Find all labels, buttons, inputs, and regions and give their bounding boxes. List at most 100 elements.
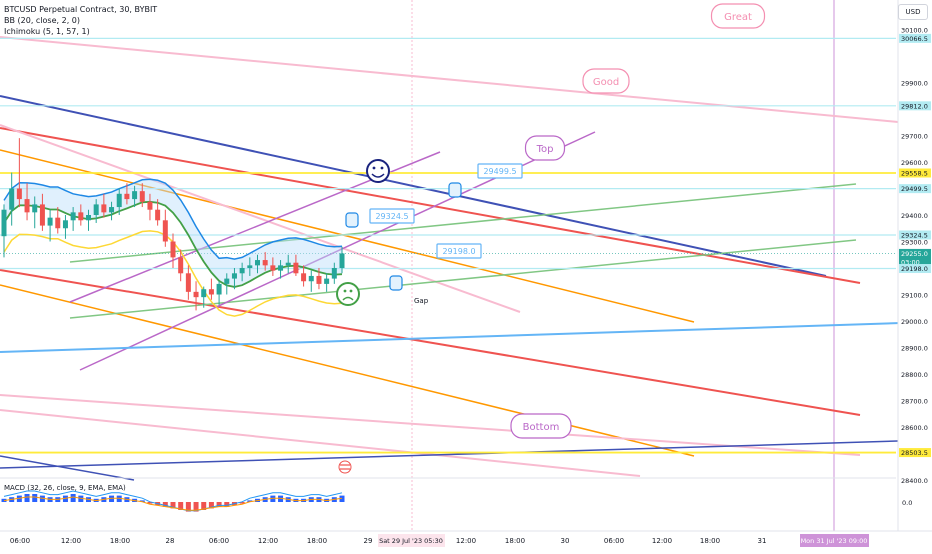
price-tag: 29255.003:00: [899, 248, 931, 267]
trendline: [0, 439, 932, 469]
time-highlight-bg: [800, 534, 869, 547]
macd-bar: [147, 502, 153, 504]
candle-body: [93, 204, 99, 215]
ichimoku-indicator-label[interactable]: Ichimoku (5, 1, 57, 1): [4, 27, 90, 36]
time-tick-label: 31: [758, 537, 767, 545]
trendline: [0, 321, 932, 353]
macd-bar: [224, 502, 230, 507]
candle-body: [208, 289, 214, 295]
trendline: [0, 127, 861, 284]
price-tag: 29198.0: [899, 264, 931, 274]
candle-body: [324, 278, 330, 284]
macd-bar: [70, 494, 76, 502]
macd-bar: [178, 502, 184, 510]
candle-body: [101, 204, 107, 213]
candle-body: [255, 260, 260, 266]
trendline: [0, 124, 521, 313]
trendline: [0, 394, 861, 456]
candle-body: [162, 220, 168, 242]
trendline: [0, 36, 899, 123]
candle-body: [9, 188, 15, 210]
price-tick-label: 28700.0: [901, 398, 928, 406]
pointing-hand-icon: [389, 275, 403, 291]
bollinger-basis: [3, 200, 343, 288]
candle-body: [124, 193, 130, 200]
trendline: [0, 149, 695, 323]
price-tag-bg: [899, 248, 931, 267]
annotation-callout: Great: [710, 3, 766, 29]
annotation-text: Great: [724, 12, 752, 23]
trendline: [69, 239, 857, 319]
price-tag-text: 29324.5: [901, 232, 928, 240]
currency-button[interactable]: USD: [898, 4, 928, 20]
price-tag: 29812.0: [899, 101, 931, 111]
candle-body: [62, 220, 68, 229]
candle-body: [109, 207, 115, 213]
symbol-title[interactable]: BTCUSD Perpetual Contract, 30, BYBIT: [4, 5, 158, 14]
macd-bar: [247, 500, 253, 502]
candle-body: [55, 217, 61, 229]
annotation-callout: Bottom: [510, 413, 572, 439]
price-tick-label: 29000.0: [901, 318, 928, 326]
candle-body: [1, 209, 7, 237]
time-tick-label: 12:00: [61, 537, 81, 545]
trendline: [0, 284, 695, 457]
pointing-hand-icon: [389, 275, 403, 291]
time-tick-label: 30: [561, 537, 570, 545]
time-highlight-label: Mon 31 Jul '23 09:00: [801, 537, 868, 545]
annotation-bubble: [710, 3, 766, 29]
candle-body: [39, 204, 45, 226]
smiley-face-icon: [366, 159, 390, 183]
price-tick-label: 29700.0: [901, 133, 928, 141]
trendline: [0, 269, 861, 416]
gap-label: Gap: [414, 297, 429, 305]
price-tag-bg: [899, 184, 931, 194]
macd-bar: [216, 502, 222, 507]
price-tag-bg: [899, 168, 931, 178]
candle-body: [132, 191, 138, 200]
candle-body: [216, 283, 222, 295]
candle-body: [147, 201, 153, 210]
trendline: [0, 95, 827, 277]
candle-body: [170, 241, 176, 258]
macd-bar: [116, 495, 122, 502]
bb-indicator-label[interactable]: BB (20, close, 2, 0): [4, 16, 80, 25]
smiley-eye: [380, 166, 384, 170]
candle-body: [278, 265, 284, 271]
candle-body: [308, 275, 314, 282]
us-flag-icon: [338, 460, 352, 474]
smiley-eye: [372, 166, 376, 170]
smiley-face-icon: [366, 159, 390, 183]
price-tag-text: 30066.5: [901, 35, 928, 43]
annotation-callout: 29198.0: [436, 243, 482, 259]
price-tag: 29558.5: [899, 168, 931, 178]
price-tick-label: 28400.0: [901, 477, 928, 485]
price-tag-bg: [899, 101, 931, 111]
candle-body: [301, 273, 307, 282]
candle-body: [47, 217, 53, 226]
price-tick-label: 28900.0: [901, 345, 928, 353]
annotation-callout: 29499.5: [477, 163, 523, 179]
price-tag-bg: [899, 448, 931, 458]
pointing-hand-icon: [345, 212, 359, 228]
macd-bar: [270, 495, 276, 502]
candle-body: [185, 273, 191, 292]
macd-indicator-label[interactable]: MACD (32, 26, close, 9, EMA, EMA): [4, 484, 126, 492]
price-tag: 29324.5: [899, 230, 931, 240]
annotation-callout: 29324.5: [369, 208, 415, 224]
candle-body: [262, 260, 268, 266]
annotation-text: Bottom: [523, 422, 560, 433]
time-highlight-label: Sat 29 Jul '23 05:30: [379, 537, 443, 545]
time-tick-label: 29: [364, 537, 373, 545]
macd-bar: [170, 502, 176, 509]
annotation-callout: Top: [524, 135, 566, 161]
candle-body: [239, 268, 245, 274]
time-tick-label: 28: [166, 537, 175, 545]
annotation-text: Top: [536, 144, 554, 155]
smiley-mouth: [371, 173, 385, 178]
candle-body: [24, 199, 30, 213]
price-tag-text: 29198.0: [901, 265, 928, 273]
macd-signal-line: [3, 496, 343, 511]
